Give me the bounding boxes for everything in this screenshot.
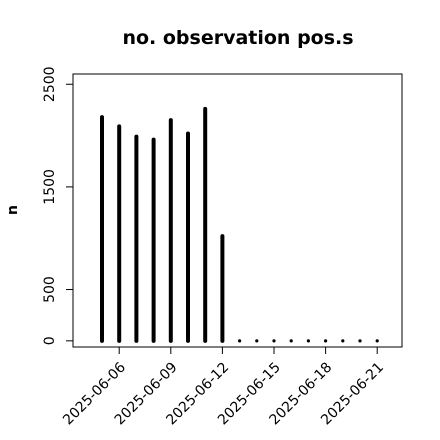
plot-frame [72,73,403,348]
y-tick-label: 500 [42,276,58,303]
zero-point [272,339,276,343]
y-tick-label: 0 [42,336,58,345]
y-axis-label: n [5,205,21,215]
y-tick-label: 1500 [42,169,58,205]
zero-point [375,339,379,343]
zero-point [255,339,259,343]
zero-point [324,339,328,343]
zero-point [289,339,293,343]
chart-title: no. observation pos.s [122,27,353,49]
zero-point [358,339,362,343]
y-axis: 0 500 1500 2500 [42,66,74,345]
zero-point [238,339,242,343]
x-axis: 2025-06-062025-06-092025-06-122025-06-15… [60,346,387,428]
y-tick-label: 2500 [42,66,58,102]
zero-point [306,339,310,343]
bars [100,106,379,343]
zero-point [341,339,345,343]
